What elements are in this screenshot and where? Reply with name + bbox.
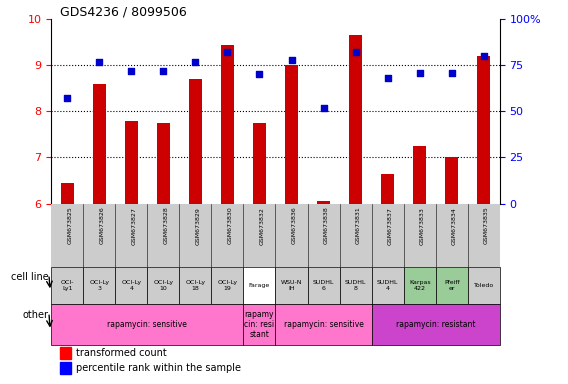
Point [415,70,424,76]
Point [383,75,392,81]
Text: Karpas
422: Karpas 422 [409,280,431,291]
Text: GSM673834: GSM673834 [452,207,457,245]
Text: OCI-Ly
19: OCI-Ly 19 [218,280,237,291]
Text: transformed count: transformed count [76,348,166,358]
Text: OCI-Ly
4: OCI-Ly 4 [121,280,141,291]
Bar [157,123,170,204]
Text: GSM673827: GSM673827 [131,207,136,245]
Bar [125,121,137,204]
Bar [189,79,202,204]
Text: GSM673837: GSM673837 [387,207,392,245]
Point [191,58,200,65]
Text: SUDHL
6: SUDHL 6 [313,280,335,291]
Bar [349,35,362,204]
Text: rapamycin: resistant: rapamycin: resistant [396,320,475,329]
Text: WSU-N
IH: WSU-N IH [281,280,302,291]
Bar [253,123,266,204]
Text: SUDHL
8: SUDHL 8 [345,280,366,291]
Bar [317,201,330,204]
Text: rapamycin: sensitive: rapamycin: sensitive [283,320,364,329]
Bar [477,56,490,204]
Bar [51,267,83,305]
Text: Pfeiff
er: Pfeiff er [444,280,460,291]
Bar [404,267,436,305]
Bar [275,267,307,305]
Text: GSM673825: GSM673825 [67,207,72,245]
Text: rapamycin: sensitive: rapamycin: sensitive [107,320,187,329]
Point [95,58,104,65]
Text: GSM673830: GSM673830 [227,207,232,245]
Text: GSM673829: GSM673829 [195,207,201,245]
Point [255,71,264,78]
Point [62,95,72,101]
Text: Toledo: Toledo [474,283,494,288]
Point [447,70,456,76]
Bar [244,267,275,305]
Bar [414,146,426,204]
Bar [115,267,147,305]
Text: Farage: Farage [249,283,270,288]
Bar [211,267,244,305]
Point [287,57,296,63]
Text: GSM673835: GSM673835 [484,207,489,245]
Text: GDS4236 / 8099506: GDS4236 / 8099506 [60,5,187,18]
Bar [275,305,371,345]
Bar [285,65,298,204]
Text: other: other [23,310,49,320]
Text: OCI-Ly
18: OCI-Ly 18 [185,280,206,291]
Text: GSM673831: GSM673831 [356,207,361,245]
Bar [83,267,115,305]
Text: GSM673836: GSM673836 [291,207,296,245]
Bar [371,305,500,345]
Text: cell line: cell line [11,273,49,283]
Point [127,68,136,74]
Text: SUDHL
4: SUDHL 4 [377,280,398,291]
Bar [221,45,234,204]
Bar [93,84,106,204]
Text: percentile rank within the sample: percentile rank within the sample [76,363,241,373]
Text: OCI-Ly
3: OCI-Ly 3 [89,280,109,291]
Text: GSM673838: GSM673838 [324,207,328,245]
Text: rapamy
cin: resi
stant: rapamy cin: resi stant [244,310,274,339]
Bar [147,267,179,305]
Text: GSM673828: GSM673828 [164,207,168,245]
Bar [381,174,394,204]
Bar [60,347,72,359]
Point [158,68,168,74]
Text: GSM673832: GSM673832 [260,207,265,245]
Text: GSM673826: GSM673826 [99,207,104,245]
Bar [468,267,500,305]
Point [223,49,232,55]
Bar [61,183,73,204]
Bar [340,267,371,305]
Point [351,49,360,55]
Bar [179,267,211,305]
Bar [60,362,72,374]
Bar [244,305,275,345]
Point [319,104,328,111]
Bar [445,157,458,204]
Bar [436,267,468,305]
Bar [371,267,404,305]
Text: OCI-
Ly1: OCI- Ly1 [60,280,74,291]
Text: OCI-Ly
10: OCI-Ly 10 [153,280,173,291]
Point [479,53,488,59]
Bar [51,305,244,345]
Bar [307,267,340,305]
Text: GSM673833: GSM673833 [420,207,425,245]
